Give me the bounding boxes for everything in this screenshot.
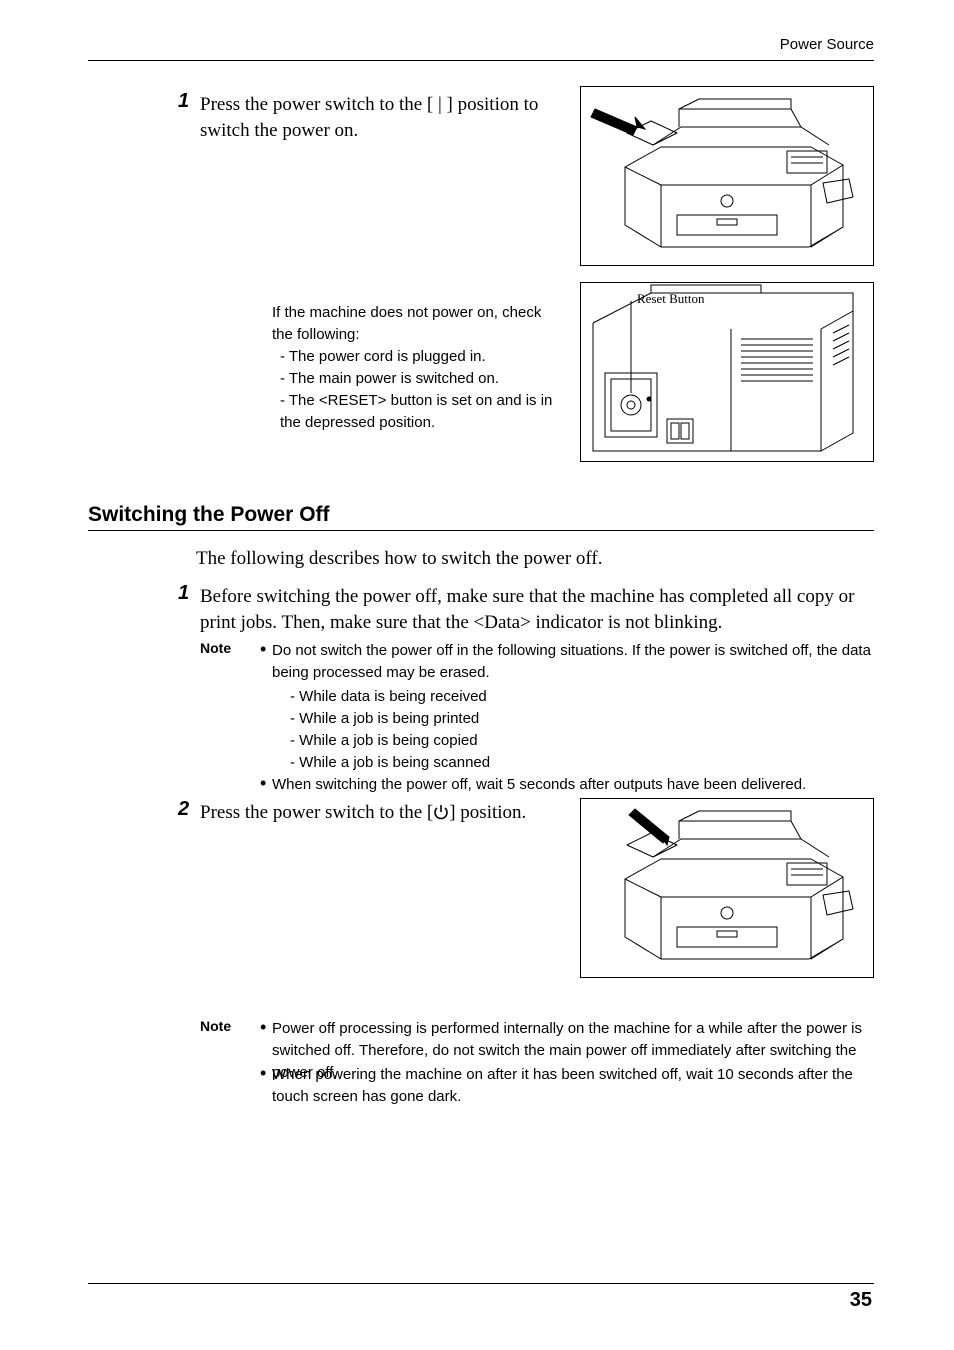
heading-rule xyxy=(88,530,874,531)
note1-lead: Do not switch the power off in the follo… xyxy=(272,640,872,684)
reset-icon xyxy=(581,283,873,461)
reset-button-label: Reset Button xyxy=(637,291,705,307)
stepB-text-b: ] position. xyxy=(449,802,526,823)
heading-switching-off: Switching the Power Off xyxy=(88,503,330,527)
note1-item-1: - While data is being received xyxy=(290,686,850,708)
page: Power Source 1 Press the power switch to… xyxy=(0,0,954,1350)
stepB-text-a: Press the power switch to the [ xyxy=(200,802,433,823)
note1-bullet-2: • xyxy=(260,774,266,792)
note1-bullet-1: • xyxy=(260,640,266,658)
note1-label: Note xyxy=(200,640,231,656)
footer-rule xyxy=(88,1283,874,1284)
note2-p2: When powering the machine on after it ha… xyxy=(272,1064,872,1108)
step1-text: Press the power switch to the [ | ] posi… xyxy=(200,92,570,143)
intro-switch-off: The following describes how to switch th… xyxy=(196,546,876,572)
note1-item-3: - While a job is being copied xyxy=(290,730,850,752)
step1-number: 1 xyxy=(178,90,189,113)
header-section: Power Source xyxy=(780,36,874,53)
figure-reset: Reset Button xyxy=(580,282,874,462)
note2-bullet-2: • xyxy=(260,1064,266,1082)
note1-item-2: - While a job is being printed xyxy=(290,708,850,730)
check-item-2: - The main power is switched on. xyxy=(280,368,570,390)
check-item-1: - The power cord is plugged in. xyxy=(280,346,570,368)
printer-icon xyxy=(581,87,873,265)
check-intro: If the machine does not power on, check … xyxy=(272,302,562,346)
note2-label: Note xyxy=(200,1018,231,1034)
figure-printer-bottom xyxy=(580,798,874,978)
stepB-text: Press the power switch to the [ ] positio… xyxy=(200,800,570,826)
note1-tail: When switching the power off, wait 5 sec… xyxy=(272,774,872,796)
stepB-number: 2 xyxy=(178,798,189,821)
printer-off-icon xyxy=(581,799,873,977)
stepA-text: Before switching the power off, make sur… xyxy=(200,584,876,635)
header-rule xyxy=(88,60,874,61)
stepA-number: 1 xyxy=(178,582,189,605)
power-icon xyxy=(433,804,449,820)
figure-printer-top xyxy=(580,86,874,266)
note1-item-4: - While a job is being scanned xyxy=(290,752,850,774)
note2-bullet-1: • xyxy=(260,1018,266,1036)
check-item-3: - The <RESET> button is set on and is in… xyxy=(280,390,570,434)
page-number: 35 xyxy=(850,1289,872,1312)
